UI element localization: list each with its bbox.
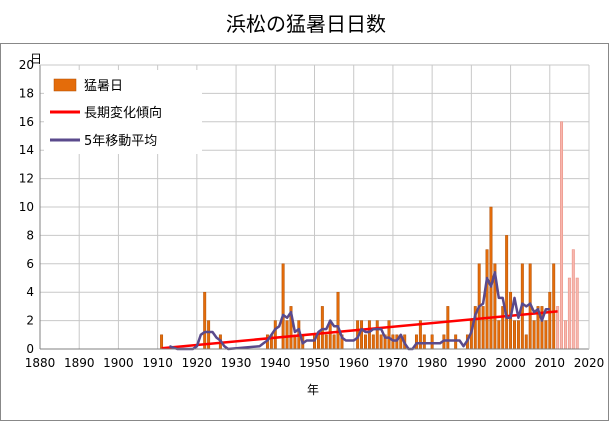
bar xyxy=(489,206,493,350)
chart-frame xyxy=(0,43,609,421)
x-tick-label: 1980 xyxy=(417,356,448,370)
trend-line xyxy=(161,310,558,350)
y-tick-label: 12 xyxy=(19,172,34,186)
x-tick-label: 1910 xyxy=(142,356,173,370)
bar xyxy=(367,320,371,350)
bar xyxy=(509,291,513,350)
x-tick-label: 1990 xyxy=(456,356,487,370)
bar xyxy=(446,306,450,350)
x-tick-label: 1920 xyxy=(182,356,213,370)
legend-label: 5年移動平均 xyxy=(84,134,157,149)
bar xyxy=(454,334,458,350)
legend-swatch-bar xyxy=(53,78,77,92)
y-tick-label: 10 xyxy=(19,200,34,214)
bar xyxy=(544,320,548,350)
y-tick-label: 18 xyxy=(19,86,34,100)
chart-title: 浜松の猛暑日日数 xyxy=(226,12,386,36)
y-tick-label: 2 xyxy=(26,314,34,328)
y-tick-label: 4 xyxy=(26,285,34,299)
moving-average-line xyxy=(168,271,550,351)
bar xyxy=(160,334,164,350)
bar xyxy=(481,306,485,350)
bar xyxy=(285,320,289,350)
bar xyxy=(364,334,367,350)
bar xyxy=(532,320,536,350)
bar xyxy=(513,320,516,350)
x-tick-label: 1940 xyxy=(260,356,291,370)
y-tick-label: 20 xyxy=(19,58,34,72)
bar xyxy=(273,320,277,350)
x-tick-label: 1950 xyxy=(299,356,330,370)
bar xyxy=(567,277,571,350)
bar xyxy=(316,334,320,350)
bar xyxy=(336,291,340,350)
line-series xyxy=(161,271,558,351)
bar xyxy=(501,306,505,350)
x-tick-label: 2020 xyxy=(574,356,605,370)
x-axis-label: 年 xyxy=(307,383,319,397)
bar xyxy=(571,249,575,350)
bar xyxy=(556,306,560,350)
bar xyxy=(371,334,375,350)
bar xyxy=(203,291,207,350)
y-tick-label: 6 xyxy=(26,257,34,271)
y-axis-label: 日 xyxy=(30,52,42,66)
bar xyxy=(524,334,528,350)
x-tick-label: 1900 xyxy=(103,356,134,370)
x-tick-label: 1880 xyxy=(25,356,56,370)
bar xyxy=(324,334,328,350)
tick-labels: 0 2 4 6 8 10 12 14 16 18 20 1880 1890 1900 1910 1920 193… xyxy=(19,58,605,370)
bar xyxy=(497,320,501,350)
axes xyxy=(39,64,590,350)
y-tick-label: 16 xyxy=(19,115,34,129)
bar xyxy=(395,334,399,350)
bar xyxy=(391,334,395,350)
bar xyxy=(375,320,379,350)
bar xyxy=(505,235,509,350)
x-tick-label: 2000 xyxy=(495,356,526,370)
bar xyxy=(430,334,434,350)
bar xyxy=(320,306,324,350)
bar xyxy=(552,263,556,350)
bar xyxy=(485,249,489,350)
bar xyxy=(414,334,418,350)
y-tick-label: 14 xyxy=(19,143,34,157)
bar xyxy=(422,334,426,350)
bar xyxy=(379,334,383,350)
x-tick-label: 1930 xyxy=(221,356,252,370)
bar xyxy=(548,291,552,350)
bar xyxy=(564,320,567,350)
legend-label: 猛暑日 xyxy=(84,79,123,94)
x-tick-label: 1890 xyxy=(64,356,95,370)
bar xyxy=(560,121,564,350)
bar xyxy=(332,334,336,350)
bar xyxy=(387,320,391,350)
x-tick-label: 1960 xyxy=(338,356,369,370)
bar xyxy=(516,320,520,350)
bar xyxy=(360,320,364,350)
x-tick-label: 1970 xyxy=(378,356,409,370)
x-tick-label: 2010 xyxy=(535,356,566,370)
y-tick-label: 0 xyxy=(26,342,34,356)
bar xyxy=(575,277,579,350)
y-tick-label: 8 xyxy=(26,228,34,242)
legend-label: 長期変化傾向 xyxy=(84,105,162,121)
